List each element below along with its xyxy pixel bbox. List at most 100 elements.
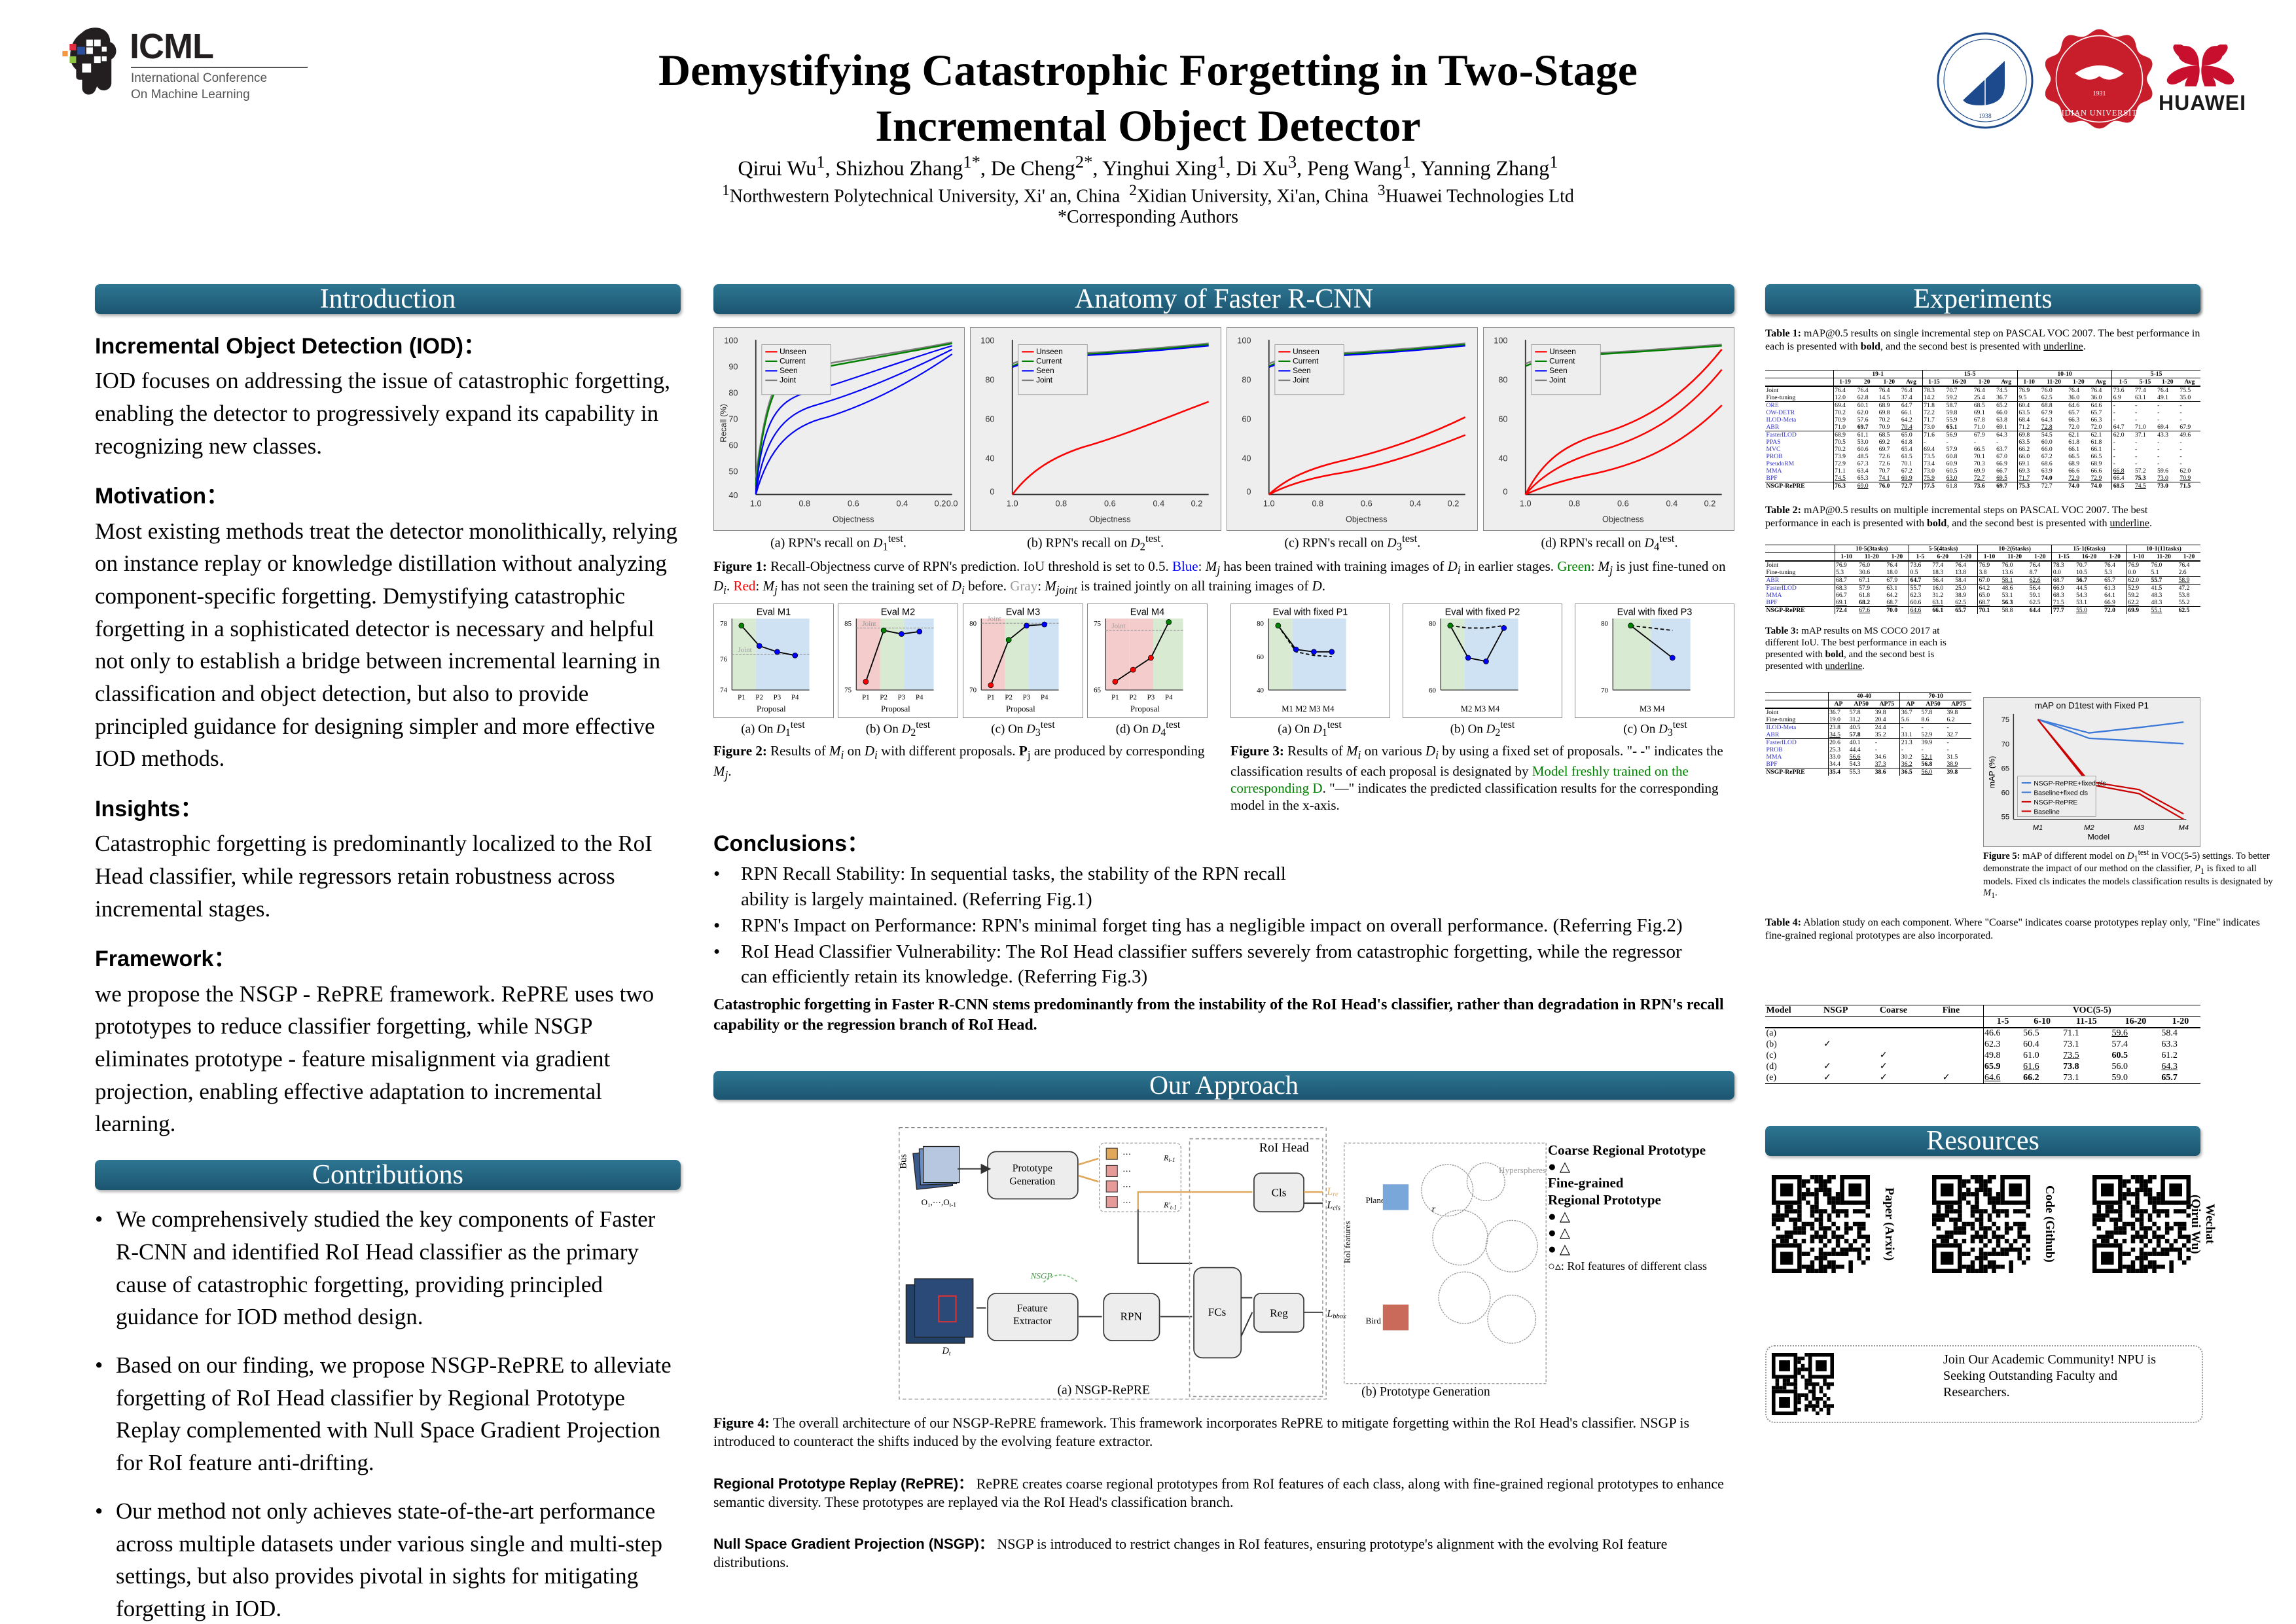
svg-text:70: 70 (969, 687, 977, 695)
svg-text:Cls: Cls (1272, 1187, 1287, 1199)
svg-text:Baseline+fixed cls: Baseline+fixed cls (2034, 790, 2088, 797)
svg-text:P2: P2 (1005, 694, 1013, 702)
svg-text:90: 90 (728, 362, 738, 372)
svg-text:80: 80 (728, 388, 738, 398)
svg-text:Plane: Plane (1366, 1195, 1385, 1205)
svg-text:mAP on D1test with Fixed P1: mAP on D1test with Fixed P1 (2035, 701, 2149, 711)
svg-text:0.2: 0.2 (935, 499, 946, 509)
svg-text:0.2: 0.2 (1704, 499, 1716, 509)
svg-text:40: 40 (1242, 454, 1251, 463)
svg-text:0.8: 0.8 (1312, 499, 1323, 509)
svg-text:Joint: Joint (738, 646, 751, 654)
svg-text:M2 M3 M4: M2 M3 M4 (1461, 704, 1500, 713)
svg-text:M2: M2 (2084, 824, 2094, 832)
svg-text:0.6: 0.6 (1104, 499, 1116, 509)
svg-text:0.4: 0.4 (896, 499, 908, 509)
svg-text:Model: Model (2087, 833, 2109, 842)
svg-text:Proposal: Proposal (1006, 704, 1035, 713)
svg-text:M3: M3 (2134, 824, 2144, 832)
svg-text:1.0: 1.0 (1263, 499, 1275, 509)
svg-text:75: 75 (844, 687, 852, 695)
svg-text:Eval M1: Eval M1 (757, 607, 791, 618)
svg-text:Unseen: Unseen (1549, 347, 1576, 356)
svg-text:0.6: 0.6 (848, 499, 859, 509)
svg-text:M1 M2 M3 M4: M1 M2 M3 M4 (1282, 704, 1335, 713)
svg-text:Lre: Lre (1327, 1186, 1338, 1199)
svg-text:(b) Prototype Generation: (b) Prototype Generation (1361, 1384, 1490, 1399)
svg-text:P2: P2 (755, 694, 763, 702)
svg-text:0: 0 (990, 486, 994, 496)
svg-text:Eval M4: Eval M4 (1130, 607, 1165, 618)
svg-text:60: 60 (2001, 789, 2010, 797)
svg-text:Seen: Seen (1036, 366, 1054, 375)
svg-text:Baseline: Baseline (2034, 808, 2060, 816)
svg-text:60: 60 (985, 414, 994, 424)
svg-text:Eval with fixed P1: Eval with fixed P1 (1273, 607, 1348, 618)
svg-text:Recall (%): Recall (%) (718, 404, 728, 442)
svg-text:1.0: 1.0 (1520, 499, 1532, 509)
svg-text:65: 65 (2001, 765, 2010, 772)
svg-text:Eval with fixed P3: Eval with fixed P3 (1617, 607, 1693, 618)
svg-text:Unseen: Unseen (1293, 347, 1319, 356)
svg-text:P3: P3 (898, 694, 906, 702)
svg-text:1931: 1931 (2093, 90, 2106, 97)
svg-text:0: 0 (1503, 486, 1507, 496)
svg-text:Lbbox: Lbbox (1327, 1308, 1347, 1320)
svg-text:NSGP: NSGP (1030, 1271, 1052, 1281)
svg-text:P3: P3 (1022, 694, 1030, 702)
svg-text:P3: P3 (1147, 694, 1155, 702)
svg-text:80: 80 (1429, 620, 1436, 628)
svg-text:Seen: Seen (780, 366, 798, 375)
svg-text:40: 40 (985, 454, 994, 463)
svg-text:0.2: 0.2 (1448, 499, 1460, 509)
svg-text:⋯: ⋯ (1122, 1182, 1131, 1191)
svg-text:P1: P1 (987, 694, 995, 702)
svg-text:Joint: Joint (780, 376, 797, 385)
svg-text:(a) NSGP-RePRE: (a) NSGP-RePRE (1057, 1383, 1150, 1398)
svg-text:75: 75 (2001, 716, 2010, 724)
svg-text:0.6: 0.6 (1617, 499, 1629, 509)
svg-text:Feature: Feature (1017, 1303, 1048, 1314)
svg-text:RPN: RPN (1121, 1310, 1142, 1323)
svg-text:Rt-1: Rt-1 (1163, 1153, 1175, 1164)
svg-text:Seen: Seen (1549, 366, 1568, 375)
svg-text:Eval M2: Eval M2 (881, 607, 916, 618)
svg-text:Dt: Dt (942, 1346, 951, 1357)
svg-text:Hyperspheres: Hyperspheres (1499, 1165, 1546, 1175)
svg-text:100: 100 (1237, 336, 1251, 346)
svg-text:P2: P2 (880, 694, 888, 702)
svg-text:1.0: 1.0 (1007, 499, 1018, 509)
svg-text:Current: Current (1549, 357, 1575, 366)
svg-text:Joint: Joint (863, 620, 876, 628)
svg-text:Current: Current (780, 357, 806, 366)
svg-text:Objectness: Objectness (1602, 514, 1644, 524)
svg-text:0.8: 0.8 (1055, 499, 1067, 509)
svg-text:FCs: FCs (1208, 1306, 1227, 1318)
svg-text:P2: P2 (1129, 694, 1137, 702)
svg-text:Joint: Joint (1549, 376, 1566, 385)
svg-text:Eval with fixed P2: Eval with fixed P2 (1445, 607, 1520, 618)
svg-text:55: 55 (2001, 814, 2010, 821)
svg-text:40: 40 (728, 490, 738, 500)
svg-text:Joint: Joint (987, 615, 1001, 623)
svg-text:Proposal: Proposal (757, 704, 786, 713)
svg-text:80: 80 (1242, 375, 1251, 385)
svg-text:60: 60 (1429, 687, 1436, 695)
svg-text:0.0: 0.0 (946, 499, 958, 509)
svg-text:100: 100 (980, 336, 994, 346)
svg-text:P4: P4 (791, 694, 799, 702)
svg-text:100: 100 (1494, 336, 1507, 346)
svg-text:Bus: Bus (898, 1154, 908, 1169)
svg-text:80: 80 (1498, 375, 1507, 385)
svg-text:Proposal: Proposal (881, 704, 910, 713)
svg-text:M3 M4: M3 M4 (1640, 704, 1665, 713)
svg-text:0.8: 0.8 (1568, 499, 1580, 509)
svg-text:Eval M3: Eval M3 (1005, 607, 1040, 618)
svg-text:76: 76 (720, 656, 727, 664)
svg-text:XIDIAN UNIVERSITY: XIDIAN UNIVERSITY (2055, 109, 2144, 118)
svg-text:Unseen: Unseen (780, 347, 806, 356)
svg-text:P1: P1 (1111, 694, 1119, 702)
svg-text:50: 50 (728, 467, 738, 477)
svg-text:⋯: ⋯ (1122, 1166, 1131, 1176)
svg-text:RoI features: RoI features (1342, 1221, 1352, 1263)
